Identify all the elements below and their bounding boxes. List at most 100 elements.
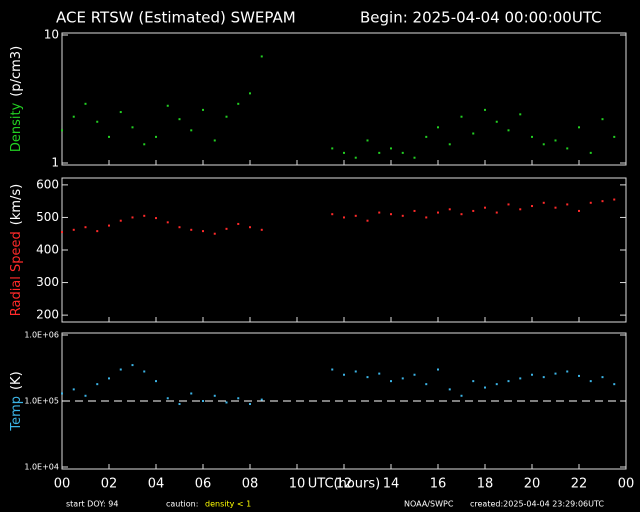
data-point [401, 151, 404, 154]
data-point [354, 156, 357, 159]
data-point [190, 228, 193, 231]
x-tick-label: 14 [383, 477, 400, 492]
data-point [589, 151, 592, 154]
data-point [601, 376, 604, 379]
y-axis-label: Density (p/cm3) [9, 46, 24, 152]
data-point [519, 377, 522, 380]
data-point [237, 397, 240, 400]
y-axis-label-name: Temp [9, 396, 24, 432]
data-point [260, 228, 263, 231]
x-tick-label: 08 [242, 477, 259, 492]
data-point [566, 370, 569, 373]
data-point [178, 403, 181, 406]
data-point [437, 368, 439, 371]
chart-title: ACE RTSW (Estimated) SWEPAM [56, 9, 296, 27]
data-point [484, 108, 486, 111]
data-point [613, 383, 616, 386]
source: NOAA/SWPC [404, 500, 454, 509]
data-point [531, 135, 533, 138]
data-point [460, 115, 463, 118]
data-point [448, 388, 451, 391]
data-point [519, 208, 522, 211]
begin-time: Begin: 2025-04-04 00:00:00UTC [360, 9, 602, 27]
y-axis-label-unit: (km/s) [9, 184, 24, 226]
data-point [448, 143, 451, 146]
data-point [390, 213, 392, 216]
data-point [331, 213, 334, 216]
x-tick-label: 02 [101, 477, 118, 492]
y-axis-label: Radial Speed (km/s) [9, 184, 24, 317]
data-point [495, 383, 498, 386]
data-point [131, 126, 134, 129]
data-point [507, 129, 510, 132]
data-point [601, 200, 604, 203]
data-point [401, 377, 404, 380]
x-tick-label: 04 [148, 477, 165, 492]
data-point [213, 394, 216, 397]
caution: caution: [166, 500, 198, 509]
data-point [437, 126, 439, 129]
data-point [437, 211, 439, 214]
data-point [96, 383, 99, 386]
data-point [178, 226, 181, 229]
data-point [542, 376, 545, 379]
data-point [460, 394, 463, 397]
data-point [531, 373, 533, 376]
data-point [484, 206, 486, 209]
data-point [225, 115, 228, 118]
data-point [202, 108, 204, 111]
data-point [425, 383, 428, 386]
data-point [507, 203, 510, 206]
data-point [378, 372, 381, 375]
data-point [202, 230, 204, 233]
start-doy: start DOY: 94 [66, 500, 118, 509]
data-point [472, 132, 475, 135]
data-point [366, 219, 369, 222]
y-tick-label: 1.0E+06 [24, 331, 59, 340]
y-axis-label-unit: (K) [9, 371, 24, 390]
data-point [249, 92, 251, 95]
created: created:2025-04-04 23:29:06UTC [470, 500, 604, 509]
data-point [119, 219, 122, 222]
data-point [484, 386, 486, 389]
y-axis-label: Temp (K) [9, 371, 24, 431]
data-point [155, 217, 157, 220]
x-axis-label: UTC(hours) [308, 477, 380, 492]
data-point [190, 392, 193, 395]
data-point [249, 226, 251, 229]
x-tick-label: 20 [524, 477, 541, 492]
data-point [72, 228, 75, 231]
data-point [108, 224, 110, 227]
x-tick-label: 00 [618, 477, 635, 492]
y-tick-label: 400 [36, 243, 59, 257]
x-tick-label: 10 [289, 477, 306, 492]
x-tick-label: 00 [54, 477, 71, 492]
data-point [343, 151, 345, 154]
y-tick-label: 1.0E+04 [24, 463, 59, 472]
x-tick-label: 12 [336, 477, 353, 492]
data-point [589, 380, 592, 383]
data-point [495, 211, 498, 214]
data-point [225, 401, 228, 404]
data-point [213, 232, 216, 235]
data-point [343, 216, 345, 219]
data-point [413, 373, 416, 376]
data-point [260, 398, 263, 401]
data-point [131, 216, 134, 219]
data-point [84, 394, 87, 397]
data-point [108, 377, 110, 380]
data-point [225, 227, 228, 230]
data-point [143, 143, 146, 146]
data-point [578, 126, 580, 129]
data-point [578, 209, 580, 212]
y-tick-label: 500 [36, 210, 59, 224]
data-point [472, 209, 475, 212]
data-point [554, 139, 557, 142]
data-point [84, 226, 87, 229]
y-tick-label: 1.0E+05 [24, 397, 59, 406]
data-point [425, 216, 428, 219]
data-point [213, 139, 216, 142]
